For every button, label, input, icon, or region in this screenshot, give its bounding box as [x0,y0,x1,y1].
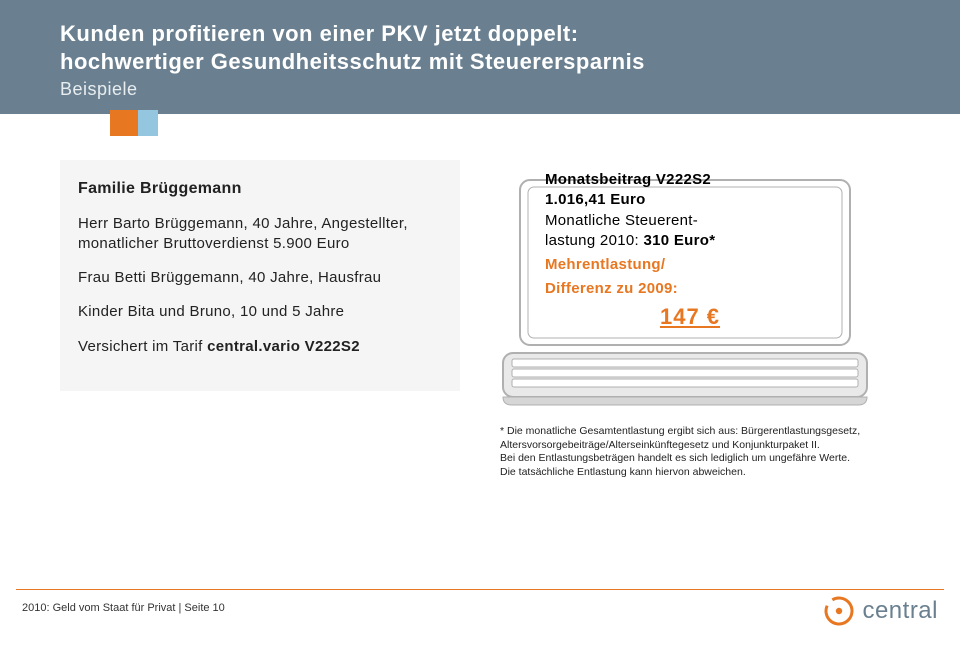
calc-line-2: 1.016,41 Euro [545,190,835,210]
slide-subtitle: Beispiele [60,79,932,100]
footnote: * Die monatliche Gesamtentlastung ergibt… [500,425,930,480]
calc-line-3b-bold: 310 Euro* [643,232,715,249]
logo-mark-icon [824,596,854,626]
family-p2: Frau Betti Brüggemann, 40 Jahre, Hausfra… [78,268,442,288]
accent-block [110,110,164,136]
calc-line-3b: lastung 2010: 310 Euro* [545,231,835,251]
footnote-l3: Bei den Entlastungsbeträgen handelt es s… [500,452,930,466]
tarif-bold: central.vario V222S2 [207,338,360,355]
footnote-l4: Die tatsächliche Entlastung kann hiervon… [500,466,930,480]
calc-line-3a: Monatliche Steuerent- [545,211,835,231]
brand-logo: central [824,596,938,626]
family-p3: Kinder Bita und Bruno, 10 und 5 Jahre [78,302,442,322]
footer-divider [16,589,944,590]
title-line-2: hochwertiger Gesundheitsschutz mit Steue… [60,49,645,74]
slide-title: Kunden profitieren von einer PKV jetzt d… [60,20,932,75]
calc-line-3b-prefix: lastung 2010: [545,232,643,249]
calc-line-6: 147 € [545,302,835,332]
logo-text: central [862,597,938,625]
title-line-1: Kunden profitieren von einer PKV jetzt d… [60,21,579,46]
footnote-l2: Altersvorsorgebeiträge/Alterseinkünftege… [500,439,930,453]
family-info-box: Familie Brüggemann Herr Barto Brüggemann… [60,160,460,391]
calc-line-5: Differenz zu 2009: [545,279,835,299]
slide-header: Kunden profitieren von einer PKV jetzt d… [0,0,960,114]
accent-blue [138,110,158,136]
family-p1: Herr Barto Brüggemann, 40 Jahre, Angeste… [78,214,442,255]
calculation-box: Monatsbeitrag V222S2 1.016,41 Euro Monat… [545,170,835,331]
slide: Kunden profitieren von einer PKV jetzt d… [0,0,960,648]
footer-text: 2010: Geld vom Staat für Privat | Seite … [22,602,225,614]
tarif-prefix: Versichert im Tarif [78,338,207,355]
calc-line-1: Monatsbeitrag V222S2 [545,170,835,190]
calc-line-4: Mehrentlastung/ [545,255,835,275]
family-tarif: Versichert im Tarif central.vario V222S2 [78,337,442,357]
accent-orange [110,110,138,136]
footnote-l1: * Die monatliche Gesamtentlastung ergibt… [500,425,930,439]
family-title: Familie Brüggemann [78,178,442,200]
